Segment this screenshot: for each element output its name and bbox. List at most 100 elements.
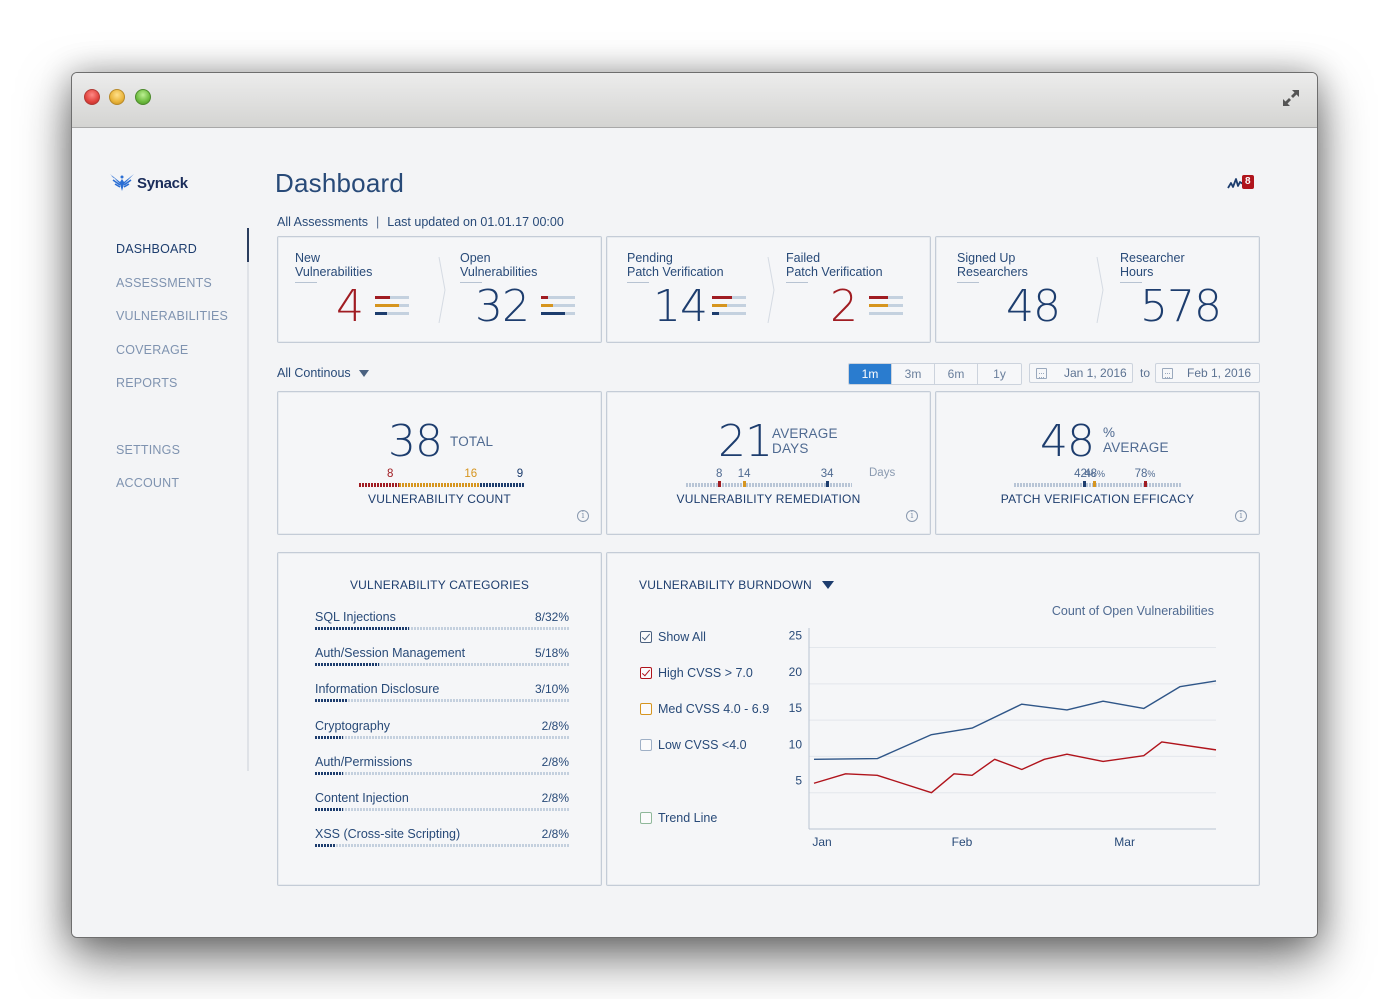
checkbox-unchecked-icon[interactable] xyxy=(640,703,652,715)
sidebar-item-reports[interactable]: REPORTS xyxy=(116,376,178,390)
vulnerability-count-card[interactable]: 38 TOTAL 8 16 9 VULNERABILITY COUNT i xyxy=(277,391,602,535)
program-filter-dropdown[interactable]: All Continous xyxy=(277,366,369,380)
y-tick-label: 25 xyxy=(789,629,803,643)
category-row[interactable]: Cryptography 2/8% xyxy=(315,719,569,739)
vulnerability-burndown-card: VULNERABILITY BURNDOWN Show All High CVSS… xyxy=(606,552,1260,886)
series-line xyxy=(813,741,1217,794)
range-tab-6m[interactable]: 6m xyxy=(935,364,978,384)
category-name: Auth/Session Management xyxy=(315,646,466,661)
date-range-to-label: to xyxy=(1140,366,1151,380)
remediation-caption: VULNERABILITY REMEDIATION xyxy=(676,492,861,506)
x-tick-label: Mar xyxy=(1114,835,1135,849)
checkbox-unchecked-icon[interactable] xyxy=(640,739,652,751)
category-bar-fill xyxy=(315,699,349,703)
page-title: Dashboard xyxy=(275,168,404,198)
category-row[interactable]: SQL Injections 8/32% xyxy=(315,610,569,630)
category-row[interactable]: Information Disclosure 3/10% xyxy=(315,682,569,703)
sidebar-nav: DASHBOARD ASSESSMENTS VULNERABILITIES CO… xyxy=(116,241,228,509)
legend-checkbox-item[interactable]: High CVSS > 7.0 xyxy=(640,666,753,680)
summary-card-vulnerabilities[interactable]: New Vulnerabilities 4 Open Vulnerabiliti… xyxy=(277,236,602,343)
y-tick-label: 15 xyxy=(789,701,803,715)
synack-logo[interactable]: Synack xyxy=(110,173,188,193)
range-tab-1m[interactable]: 1m xyxy=(849,364,892,384)
vulnerability-count-unit: TOTAL xyxy=(450,434,494,449)
stat-open-vulnerabilities: Open Vulnerabilities xyxy=(460,251,537,283)
summary-card-patch-verification[interactable]: Pending Patch Verification 14 Failed Pat… xyxy=(606,236,931,343)
stat-value-failed-patch: 2 xyxy=(830,281,858,332)
legend-checkbox-item[interactable]: Show All xyxy=(640,630,706,644)
close-window-button[interactable] xyxy=(84,89,100,105)
date-to-field[interactable]: Feb 1, 2016 xyxy=(1155,363,1260,383)
efficacy-scale: 42% 48% 78% xyxy=(1014,468,1182,488)
severity-bar-low xyxy=(541,312,575,315)
summary-card-researchers[interactable]: Signed Up Researchers 48 Researcher Hour… xyxy=(935,236,1260,343)
stat-label-line2: Hours xyxy=(1120,265,1154,279)
sidebar-item-settings[interactable]: SETTINGS xyxy=(116,442,181,457)
range-tab-1y[interactable]: 1y xyxy=(978,364,1021,384)
sidebar-item-dashboard[interactable]: DASHBOARD xyxy=(116,242,197,256)
category-value: 2/8% xyxy=(541,718,569,733)
scale-marker-label: 42% xyxy=(1074,468,1095,480)
range-tab-3m[interactable]: 3m xyxy=(892,364,935,384)
category-row[interactable]: XSS (Cross-site Scripting) 2/8% xyxy=(315,827,569,848)
legend-checkbox-item[interactable]: Trend Line xyxy=(640,811,717,825)
category-bar xyxy=(315,844,569,848)
patch-verification-efficacy-card[interactable]: 48 % AVERAGE 42% 48% 78% PATCH VERIFICATIO… xyxy=(935,391,1260,535)
stat-value-open-vulnerabilities: 32 xyxy=(475,281,530,332)
minimize-window-button[interactable] xyxy=(109,89,125,105)
category-row[interactable]: Auth/Permissions 2/8% xyxy=(315,755,569,775)
category-name: Cryptography xyxy=(315,718,391,733)
checkbox-checked-icon[interactable] xyxy=(640,631,652,643)
info-icon[interactable]: i xyxy=(577,510,589,522)
info-icon[interactable]: i xyxy=(1235,510,1247,522)
sidebar-item-vulnerabilities[interactable]: VULNERABILITIES xyxy=(116,309,229,323)
alert-count-badge[interactable]: 8 xyxy=(1242,175,1254,189)
vulnerability-remediation-card[interactable]: 21 AVERAGE DAYS 8 14 34 Days VULNERABILITY… xyxy=(606,391,931,535)
checkbox-checked-icon[interactable] xyxy=(640,667,652,679)
category-bar xyxy=(315,663,569,667)
checkbox-unchecked-icon[interactable] xyxy=(640,812,652,824)
burndown-dropdown[interactable]: VULNERABILITY BURNDOWN xyxy=(639,578,834,592)
date-from-field[interactable]: Jan 1, 2016 xyxy=(1029,363,1133,383)
stat-label-line2: Patch Verification xyxy=(627,265,724,279)
severity-bar-med xyxy=(869,304,903,307)
chevron-divider-icon xyxy=(438,257,446,323)
severity-fill-low xyxy=(375,312,387,315)
sidebar-item-assessments[interactable]: ASSESSMENTS xyxy=(116,275,212,290)
fullscreen-icon[interactable] xyxy=(1281,88,1301,108)
sidebar-active-indicator xyxy=(247,228,249,262)
legend-label: Show All xyxy=(658,630,706,644)
program-filter-label: All Continous xyxy=(277,366,351,380)
scale-track xyxy=(686,483,852,487)
severity-fill-high xyxy=(375,296,391,299)
category-bar xyxy=(315,627,569,630)
legend-label: Trend Line xyxy=(658,811,718,825)
last-updated-text: Last updated on 01.01.17 00:00 xyxy=(387,215,564,229)
sidebar-item-coverage[interactable]: COVERAGE xyxy=(116,342,189,357)
severity-fill-med xyxy=(375,304,399,307)
legend-checkbox-item[interactable]: Low CVSS <4.0 xyxy=(640,738,747,752)
scale-marker-label: 78% xyxy=(1134,468,1156,480)
chart-title: Count of Open Vulnerabilities xyxy=(1051,604,1214,618)
chevron-divider-icon xyxy=(767,257,775,323)
y-tick-label: 10 xyxy=(789,737,803,751)
category-row[interactable]: Content Injection 2/8% xyxy=(315,791,569,811)
activity-pulse-icon[interactable] xyxy=(1227,176,1245,190)
severity-fill-low xyxy=(712,312,719,315)
remediation-unit: AVERAGE DAYS xyxy=(772,426,838,456)
remediation-unit-line2: DAYS xyxy=(772,441,809,456)
assessment-scope-link[interactable]: All Assessments xyxy=(277,215,369,229)
category-row[interactable]: Auth/Session Management 5/18% xyxy=(315,646,569,667)
stat-failed-patch: Failed Patch Verification xyxy=(786,251,883,283)
caret-down-icon xyxy=(821,581,834,589)
legend-checkbox-item[interactable]: Med CVSS 4.0 - 6.9 xyxy=(640,702,769,716)
series-line xyxy=(813,680,1217,761)
remediation-axis-unit: Days xyxy=(869,467,896,479)
severity-fill-high xyxy=(869,296,888,299)
zoom-window-button[interactable] xyxy=(135,89,151,105)
severity-segment-label: 9 xyxy=(516,468,524,480)
info-icon[interactable]: i xyxy=(906,510,918,522)
category-value: 3/10% xyxy=(534,682,569,697)
sidebar-item-account[interactable]: ACCOUNT xyxy=(116,476,180,490)
severity-fill-med xyxy=(541,304,553,307)
